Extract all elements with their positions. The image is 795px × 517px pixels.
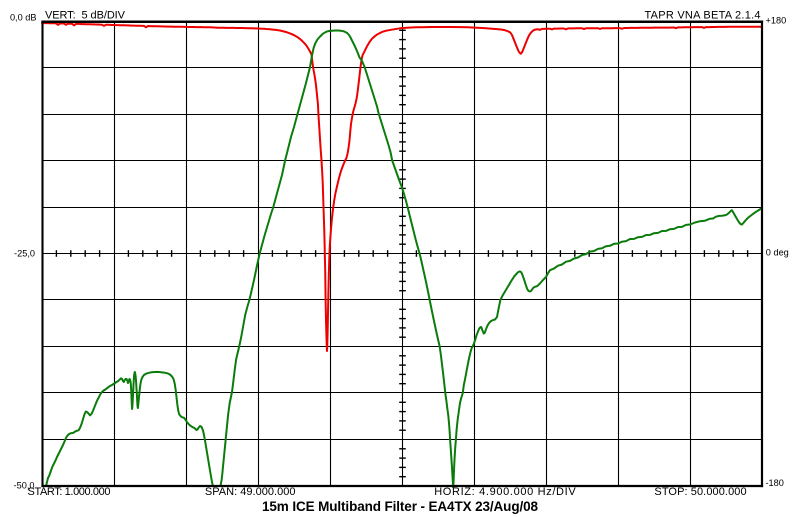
svg-text:SPAN: 49.000.000: SPAN: 49.000.000 — [205, 486, 296, 498]
svg-text:0,0 dB: 0,0 dB — [10, 13, 37, 23]
svg-text:-180: -180 — [766, 478, 784, 488]
svg-text:VERT: 5 dB/DIV: VERT: 5 dB/DIV — [45, 10, 126, 22]
svg-text:0 deg: 0 deg — [766, 248, 789, 258]
svg-text:TAPR VNA BETA 2.1.4: TAPR VNA BETA 2.1.4 — [645, 10, 761, 22]
svg-text:15m ICE Multiband Filter - EA4: 15m ICE Multiband Filter - EA4TX 23/Aug/… — [262, 499, 538, 514]
svg-text:-50,0: -50,0 — [14, 481, 35, 491]
svg-text:+180: +180 — [766, 16, 787, 26]
svg-text:STOP: 50.000.000: STOP: 50.000.000 — [654, 486, 746, 498]
svg-text:HORIZ: 4.900.000 Hz/DIV: HORIZ: 4.900.000 Hz/DIV — [434, 486, 576, 498]
svg-text:-25,0: -25,0 — [14, 249, 35, 259]
svg-text:START: 1.000.000: START: 1.000.000 — [28, 486, 111, 498]
